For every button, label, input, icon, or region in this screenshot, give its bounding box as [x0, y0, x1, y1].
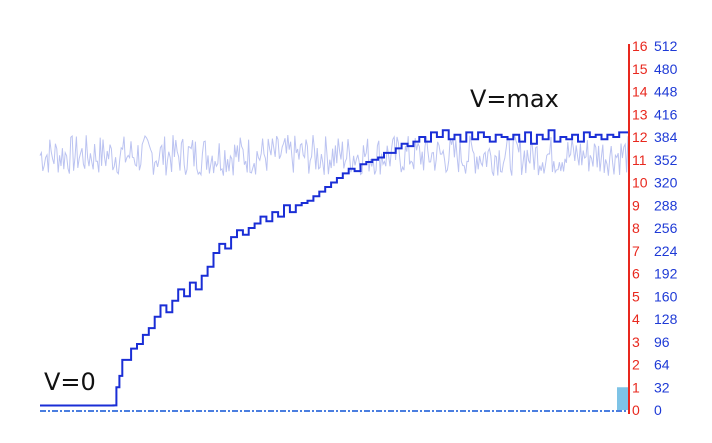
left-tick-label: 14 — [632, 84, 648, 100]
left-tick-label: 4 — [632, 311, 640, 327]
end-bar — [617, 387, 628, 410]
left-tick-label: 15 — [632, 61, 648, 77]
left-tick-label: 5 — [632, 288, 640, 304]
left-tick-label: 16 — [632, 38, 648, 54]
right-tick-label: 512 — [654, 38, 678, 54]
annotation-vmax: V=max — [470, 85, 559, 113]
left-tick-label: 7 — [632, 243, 640, 259]
right-tick-label: 448 — [654, 84, 678, 100]
right-tick-label: 160 — [654, 288, 678, 304]
right-tick-label: 320 — [654, 175, 678, 191]
right-tick-label: 384 — [654, 129, 678, 145]
right-tick-label: 416 — [654, 106, 678, 122]
noise-series-line — [39, 134, 629, 177]
right-tick-label: 32 — [654, 379, 670, 395]
right-tick-labels: 0 32 64 96 128 160 192 224 256 288 320 352 384 416 448… — [654, 38, 678, 418]
right-tick-label: 96 — [654, 334, 670, 350]
left-tick-label: 1 — [632, 379, 640, 395]
left-tick-label: 13 — [632, 106, 648, 122]
right-tick-label: 64 — [654, 357, 670, 373]
step-series — [40, 129, 628, 407]
left-tick-label: 0 — [632, 402, 640, 418]
right-tick-label: 256 — [654, 220, 678, 236]
left-tick-label: 2 — [632, 357, 640, 373]
right-tick-label: 192 — [654, 266, 678, 282]
left-tick-label: 11 — [632, 152, 647, 168]
right-tick-label: 352 — [654, 152, 678, 168]
left-tick-label: 8 — [632, 220, 640, 236]
right-tick-label: 288 — [654, 197, 678, 213]
right-tick-label: 224 — [654, 243, 678, 259]
step-series-line — [40, 129, 628, 407]
left-tick-label: 9 — [632, 197, 640, 213]
annotation-v0: V=0 — [44, 368, 96, 396]
left-tick-label: 10 — [632, 175, 648, 191]
left-tick-label: 6 — [632, 266, 640, 282]
noise-series — [39, 134, 629, 177]
right-tick-label: 480 — [654, 61, 678, 77]
left-tick-label: 3 — [632, 334, 640, 350]
right-tick-label: 128 — [654, 311, 678, 327]
right-tick-label: 0 — [654, 402, 662, 418]
end-bar-rect — [617, 387, 628, 410]
left-tick-label: 12 — [632, 129, 648, 145]
